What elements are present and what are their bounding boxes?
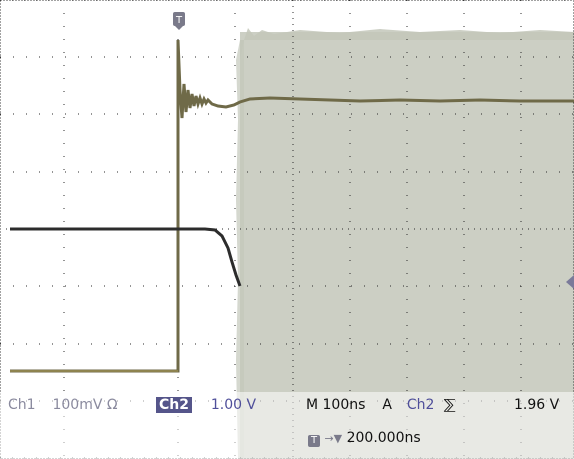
status-bar-bg xyxy=(0,392,574,459)
trigger-position-value[interactable]: 200.000ns xyxy=(346,430,421,446)
ch2-readout: Ch2 1.00 V xyxy=(156,397,256,413)
trigger-mode: A xyxy=(382,397,392,413)
ch2-scale: 1.00 V xyxy=(210,397,257,413)
trigger-position-readout: T →▼ 200.000ns xyxy=(308,430,421,447)
trigger-marker-label: T xyxy=(175,15,183,26)
trigger-position-icon: T xyxy=(308,435,320,447)
trigger-level-value[interactable]: 1.96 V xyxy=(514,397,560,413)
ch2-label[interactable]: Ch2 xyxy=(156,397,192,413)
ch1-scale: 100mV xyxy=(52,397,103,413)
trigger-marker-icon[interactable] xyxy=(173,12,185,26)
trigger-position-marker[interactable]: T xyxy=(173,12,185,30)
noise-band xyxy=(240,32,574,459)
trigger-arrow-icon: →▼ xyxy=(324,432,343,445)
trigger-level-readout: 1.96 V xyxy=(514,397,559,413)
ch1-coupling-icon: Ω xyxy=(106,397,118,413)
trigger-level-arrow-icon[interactable] xyxy=(566,275,574,289)
ch1-trace xyxy=(10,39,574,373)
trigger-marker-pointer xyxy=(175,26,183,30)
timebase-readout: M 100ns A Ch2 ⅀ xyxy=(306,397,460,413)
ch2-trace xyxy=(10,227,242,287)
timebase-value[interactable]: M 100ns xyxy=(306,397,366,413)
ch1-label[interactable]: Ch1 xyxy=(8,397,36,413)
ch1-readout: Ch1 100mV Ω xyxy=(8,397,118,413)
noise-band-left-edge xyxy=(236,40,244,459)
noise-band-top-edge xyxy=(240,28,574,60)
trigger-source: Ch2 xyxy=(406,397,435,413)
rising-edge-icon: ⅀ xyxy=(438,397,461,413)
